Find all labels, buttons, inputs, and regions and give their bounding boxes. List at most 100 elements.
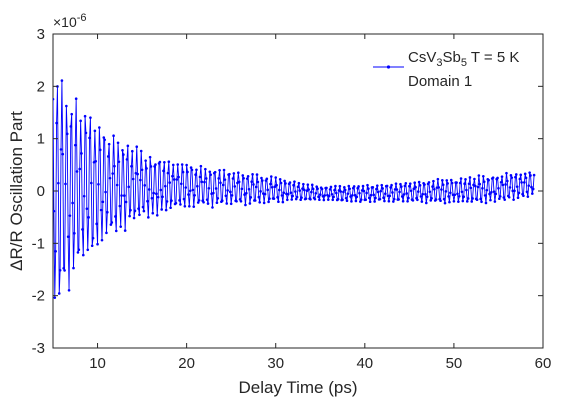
series-point bbox=[382, 196, 385, 199]
series-point bbox=[137, 207, 140, 210]
series-point bbox=[258, 200, 261, 204]
legend-marker-sample bbox=[386, 65, 391, 69]
y-tick-label: 1 bbox=[37, 131, 45, 148]
series-point bbox=[169, 206, 172, 210]
series-point bbox=[404, 181, 408, 185]
y-tick-label: 3 bbox=[37, 26, 45, 43]
series-point bbox=[122, 194, 126, 197]
series-point bbox=[480, 200, 483, 204]
series-point bbox=[69, 125, 73, 128]
series-point bbox=[286, 198, 289, 202]
series-point bbox=[421, 192, 425, 196]
series-point bbox=[434, 198, 438, 201]
series-point bbox=[510, 176, 514, 179]
series-point bbox=[113, 164, 116, 168]
series-point bbox=[128, 214, 131, 218]
series-point bbox=[526, 195, 530, 198]
series-point bbox=[413, 181, 417, 184]
y-multiplier-exponent: -6 bbox=[77, 12, 87, 24]
series-point bbox=[445, 179, 449, 182]
series-point bbox=[155, 214, 159, 217]
series-point bbox=[430, 197, 433, 200]
series-point bbox=[145, 167, 148, 170]
series-point bbox=[326, 198, 330, 201]
series-point bbox=[272, 197, 276, 200]
series-point bbox=[57, 181, 60, 185]
series-point bbox=[323, 194, 327, 197]
series-point bbox=[379, 189, 383, 193]
series-point bbox=[106, 155, 110, 158]
series-point bbox=[171, 174, 174, 178]
series-point bbox=[65, 104, 68, 108]
series-point bbox=[281, 200, 285, 204]
series-point bbox=[118, 204, 122, 208]
series-point bbox=[254, 185, 258, 189]
series-point bbox=[354, 199, 358, 203]
series-point bbox=[531, 187, 535, 191]
series-point bbox=[351, 193, 354, 197]
series-point bbox=[107, 142, 111, 146]
series-point bbox=[146, 199, 149, 203]
series-point bbox=[519, 173, 523, 177]
x-tick-label: 60 bbox=[535, 355, 552, 372]
series-point bbox=[488, 192, 491, 196]
series-point bbox=[248, 202, 252, 205]
series-point bbox=[399, 182, 402, 186]
series-point bbox=[224, 194, 228, 198]
series-point bbox=[344, 196, 348, 200]
series-point bbox=[412, 187, 416, 191]
series-point bbox=[116, 141, 120, 145]
series-point bbox=[175, 178, 179, 181]
series-point bbox=[59, 148, 63, 151]
series-point bbox=[296, 185, 300, 189]
series-point bbox=[376, 190, 380, 194]
series-point bbox=[263, 192, 267, 196]
series-point bbox=[345, 199, 349, 203]
y-tick-label: -1 bbox=[32, 235, 45, 252]
series-point bbox=[465, 200, 469, 203]
series-point bbox=[468, 176, 472, 179]
series-point bbox=[78, 167, 82, 171]
series-point bbox=[127, 185, 131, 189]
series-point bbox=[174, 201, 178, 205]
series-point bbox=[82, 194, 86, 198]
series-point bbox=[342, 190, 345, 194]
series-point bbox=[289, 191, 293, 195]
series-point bbox=[493, 200, 497, 203]
series-point bbox=[148, 155, 152, 159]
series-point bbox=[282, 191, 286, 194]
series-point bbox=[490, 190, 493, 194]
series-point bbox=[407, 196, 410, 200]
series-point bbox=[94, 159, 98, 163]
series-point bbox=[462, 195, 466, 198]
series-point bbox=[105, 231, 108, 235]
series-point bbox=[485, 188, 489, 192]
series-point bbox=[390, 183, 393, 187]
series-point bbox=[310, 183, 314, 187]
series-point bbox=[80, 152, 83, 155]
series-point bbox=[279, 181, 283, 185]
series-point bbox=[218, 168, 221, 172]
series-point bbox=[433, 187, 436, 191]
series-point bbox=[311, 187, 315, 191]
series-point bbox=[190, 168, 194, 172]
series-point bbox=[109, 223, 113, 226]
series-point bbox=[114, 215, 117, 218]
series-point bbox=[65, 132, 69, 136]
series-point bbox=[466, 197, 470, 200]
series-point bbox=[515, 185, 519, 188]
series-point bbox=[150, 196, 154, 200]
series-point bbox=[494, 192, 498, 196]
series-point bbox=[81, 228, 84, 231]
series-point bbox=[85, 207, 89, 211]
series-point bbox=[419, 195, 423, 198]
series-point bbox=[448, 200, 451, 204]
series-point bbox=[88, 136, 91, 140]
series-point bbox=[114, 229, 118, 233]
series-point bbox=[170, 199, 173, 202]
series-point bbox=[384, 192, 387, 196]
series-point bbox=[163, 184, 167, 188]
series-point bbox=[315, 185, 319, 188]
series-point bbox=[106, 210, 109, 214]
series-point bbox=[441, 183, 445, 187]
